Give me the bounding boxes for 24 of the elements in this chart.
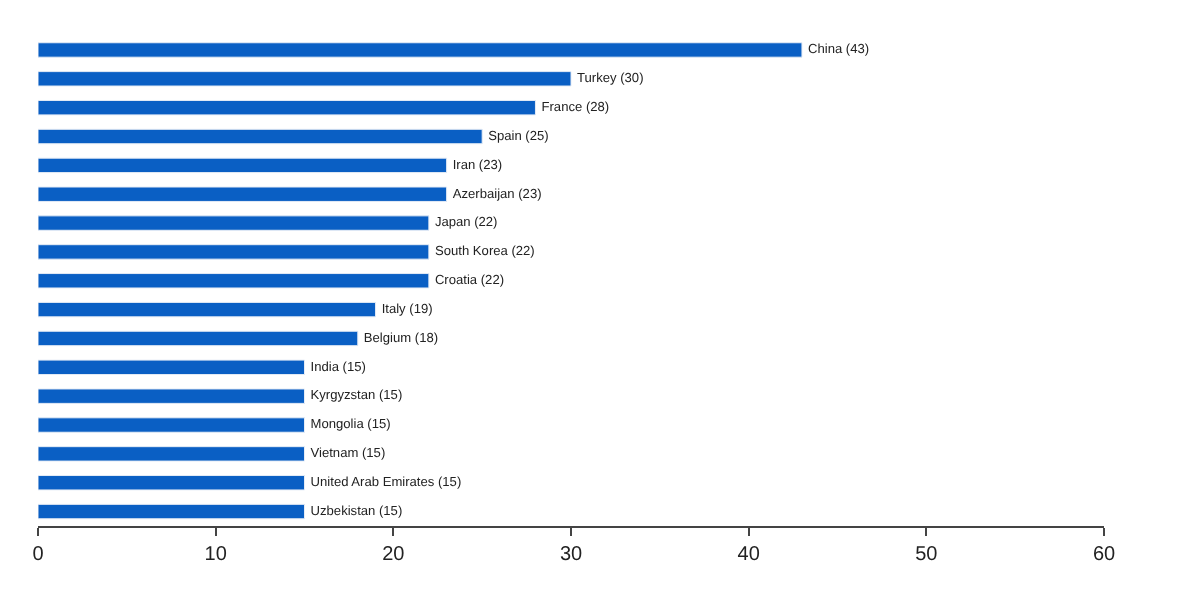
x-tick-label: 20: [382, 544, 406, 566]
bar: [38, 99, 536, 116]
bar: [38, 71, 572, 87]
bar: [38, 359, 305, 376]
x-tick-label: 60: [1092, 544, 1116, 566]
bar: [38, 330, 359, 347]
x-tick-label: 50: [915, 544, 939, 566]
bar: [38, 503, 305, 520]
x-tick-label: 30: [559, 544, 583, 566]
bar: [38, 388, 305, 404]
bar: [38, 446, 305, 462]
bar: [38, 215, 430, 231]
x-tick-label: 0: [32, 544, 45, 566]
bar: [38, 157, 448, 174]
bar: [38, 42, 803, 58]
bar: [38, 475, 305, 491]
bar: [38, 244, 430, 260]
bar: [38, 301, 377, 318]
bar: [38, 128, 483, 145]
bar: [38, 273, 430, 289]
x-tick-label: 40: [737, 544, 761, 566]
bar: [38, 417, 305, 433]
bar: [38, 186, 448, 202]
x-tick-label: 10: [204, 544, 228, 566]
